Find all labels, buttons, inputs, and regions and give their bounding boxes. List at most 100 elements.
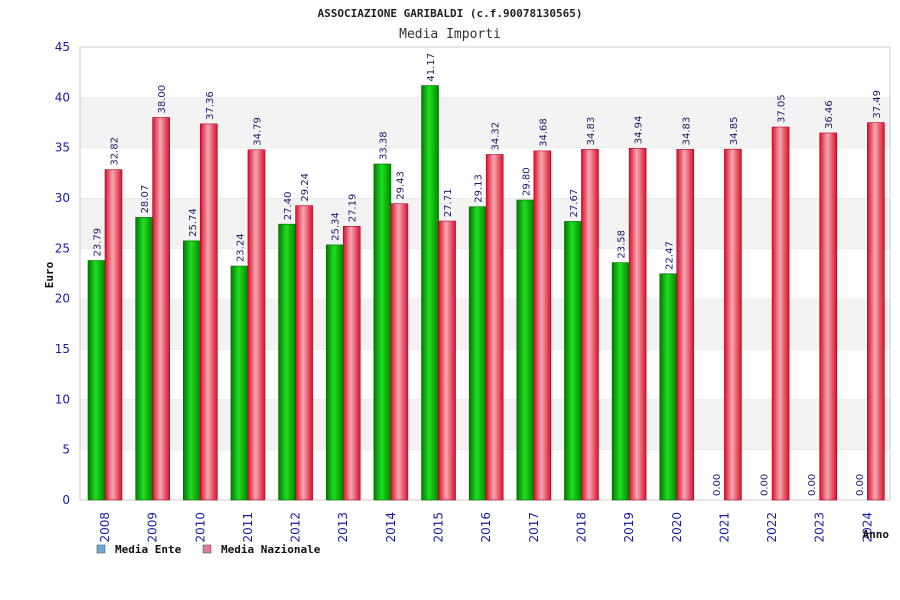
legend-label: Media Ente bbox=[115, 543, 182, 556]
x-tick-label: 2015 bbox=[432, 512, 446, 543]
bar-media-nazionale bbox=[581, 149, 599, 501]
y-tick-label: 15 bbox=[55, 342, 70, 356]
bar-media-nazionale bbox=[533, 150, 552, 501]
value-label: 36.46 bbox=[824, 100, 835, 129]
bar-media-nazionale bbox=[152, 117, 170, 501]
bar-media-nazionale bbox=[485, 154, 504, 501]
y-axis: 0 5 10 15 20 25 30 35 40 45 bbox=[55, 40, 70, 507]
bar-media-nazionale bbox=[771, 126, 790, 501]
y-tick-label: 30 bbox=[55, 191, 70, 205]
legend-swatch bbox=[96, 544, 106, 554]
value-label: 0.00 bbox=[807, 474, 818, 496]
bar-media-nazionale bbox=[819, 132, 838, 501]
grid-band bbox=[80, 47, 890, 98]
x-tick-label: 2024 bbox=[860, 512, 874, 543]
value-label: 27.19 bbox=[348, 194, 359, 223]
bar-media-ente bbox=[611, 262, 630, 501]
value-label: 34.79 bbox=[252, 117, 263, 146]
value-label: 29.24 bbox=[300, 173, 311, 202]
value-label: 27.71 bbox=[443, 188, 454, 217]
value-label: 34.68 bbox=[538, 118, 549, 147]
value-label: 32.82 bbox=[110, 137, 121, 166]
bar-media-ente bbox=[659, 273, 678, 501]
value-label: 41.17 bbox=[426, 53, 437, 82]
x-tick-label: 2016 bbox=[479, 512, 493, 543]
value-label: 37.05 bbox=[777, 94, 788, 123]
value-label: 23.79 bbox=[93, 228, 104, 257]
value-label: 29.13 bbox=[474, 174, 485, 203]
bar-media-ente bbox=[468, 206, 487, 501]
y-tick-label: 40 bbox=[55, 90, 70, 104]
x-tick-label: 2010 bbox=[193, 512, 207, 543]
y-tick-label: 10 bbox=[55, 392, 70, 406]
legend-item: Media Nazionale bbox=[202, 543, 321, 556]
bar-media-nazionale bbox=[199, 123, 218, 501]
bar-media-ente bbox=[564, 221, 582, 501]
x-tick-label: 2014 bbox=[384, 512, 398, 543]
value-label: 22.47 bbox=[664, 241, 675, 270]
bar-media-nazionale bbox=[104, 169, 123, 501]
bar-media-nazionale bbox=[724, 148, 742, 501]
value-label: 33.38 bbox=[378, 131, 389, 160]
value-label: 23.24 bbox=[235, 233, 246, 262]
x-tick-label: 2022 bbox=[765, 512, 779, 543]
legend-label: Media Nazionale bbox=[221, 543, 321, 556]
bar-media-ente bbox=[87, 260, 106, 501]
legend: Media Ente Media Nazionale bbox=[96, 543, 321, 556]
chart-subtitle: Media Importi bbox=[399, 27, 501, 42]
x-tick-label: 2023 bbox=[813, 512, 827, 543]
x-tick-label: 2018 bbox=[574, 512, 588, 543]
x-tick-label: 2009 bbox=[146, 512, 160, 543]
value-label: 27.67 bbox=[569, 189, 580, 218]
x-tick-label: 2013 bbox=[336, 512, 350, 543]
x-tick-label: 2021 bbox=[717, 512, 731, 543]
legend-item: Media Ente bbox=[96, 543, 182, 556]
value-label: 29.80 bbox=[521, 167, 532, 196]
value-label: 28.07 bbox=[140, 185, 151, 214]
value-label: 34.83 bbox=[586, 117, 597, 146]
y-tick-label: 0 bbox=[62, 493, 70, 507]
value-label: 27.40 bbox=[283, 192, 294, 221]
value-label: 25.74 bbox=[188, 208, 199, 237]
value-label: 25.34 bbox=[331, 212, 342, 241]
bar-media-ente bbox=[278, 223, 296, 501]
x-tick-label: 2011 bbox=[241, 512, 255, 543]
x-tick-label: 2012 bbox=[289, 512, 303, 543]
bar-series bbox=[87, 85, 885, 501]
value-label: 38.00 bbox=[157, 85, 168, 114]
chart-title: ASSOCIAZIONE GARIBALDI (c.f.90078130565) bbox=[318, 7, 583, 20]
y-tick-label: 20 bbox=[55, 292, 70, 306]
data-labels: 23.79 32.82 28.07 38.00 25.74 37.36 23.24 34.79… bbox=[93, 53, 883, 496]
y-tick-label: 35 bbox=[55, 141, 70, 155]
bar-media-nazionale bbox=[676, 149, 695, 501]
bar-media-ente bbox=[516, 199, 535, 501]
bar-media-ente bbox=[230, 265, 249, 501]
bar-media-ente bbox=[421, 85, 439, 501]
bar-media-nazionale bbox=[247, 149, 266, 501]
x-tick-label: 2017 bbox=[527, 512, 541, 543]
bar-media-nazionale bbox=[342, 225, 361, 501]
y-axis-title: Euro bbox=[43, 261, 56, 288]
value-label: 0.00 bbox=[855, 474, 866, 496]
bar-media-nazionale bbox=[867, 122, 885, 501]
bar-media-nazionale bbox=[390, 203, 409, 501]
bar-media-nazionale bbox=[295, 205, 313, 501]
value-label: 0.00 bbox=[712, 474, 723, 496]
value-label: 34.32 bbox=[491, 122, 502, 151]
x-axis-title: Anno bbox=[863, 528, 890, 541]
bar-media-ente bbox=[325, 244, 344, 501]
value-label: 23.58 bbox=[617, 230, 628, 259]
bar-media-ente bbox=[373, 163, 392, 501]
bar-media-nazionale bbox=[438, 220, 456, 501]
value-label: 0.00 bbox=[760, 474, 771, 496]
x-tick-label: 2008 bbox=[98, 512, 112, 543]
value-label: 29.43 bbox=[395, 171, 406, 200]
y-tick-label: 45 bbox=[55, 40, 70, 54]
y-tick-label: 5 bbox=[62, 443, 70, 457]
legend-swatch bbox=[202, 544, 212, 554]
bar-media-ente bbox=[135, 217, 153, 501]
value-label: 34.85 bbox=[729, 117, 740, 146]
bar-media-nazionale bbox=[628, 147, 647, 501]
x-axis: 2008 2009 2010 2011 2012 2013 2014 2015 2016 2017… bbox=[98, 512, 874, 543]
